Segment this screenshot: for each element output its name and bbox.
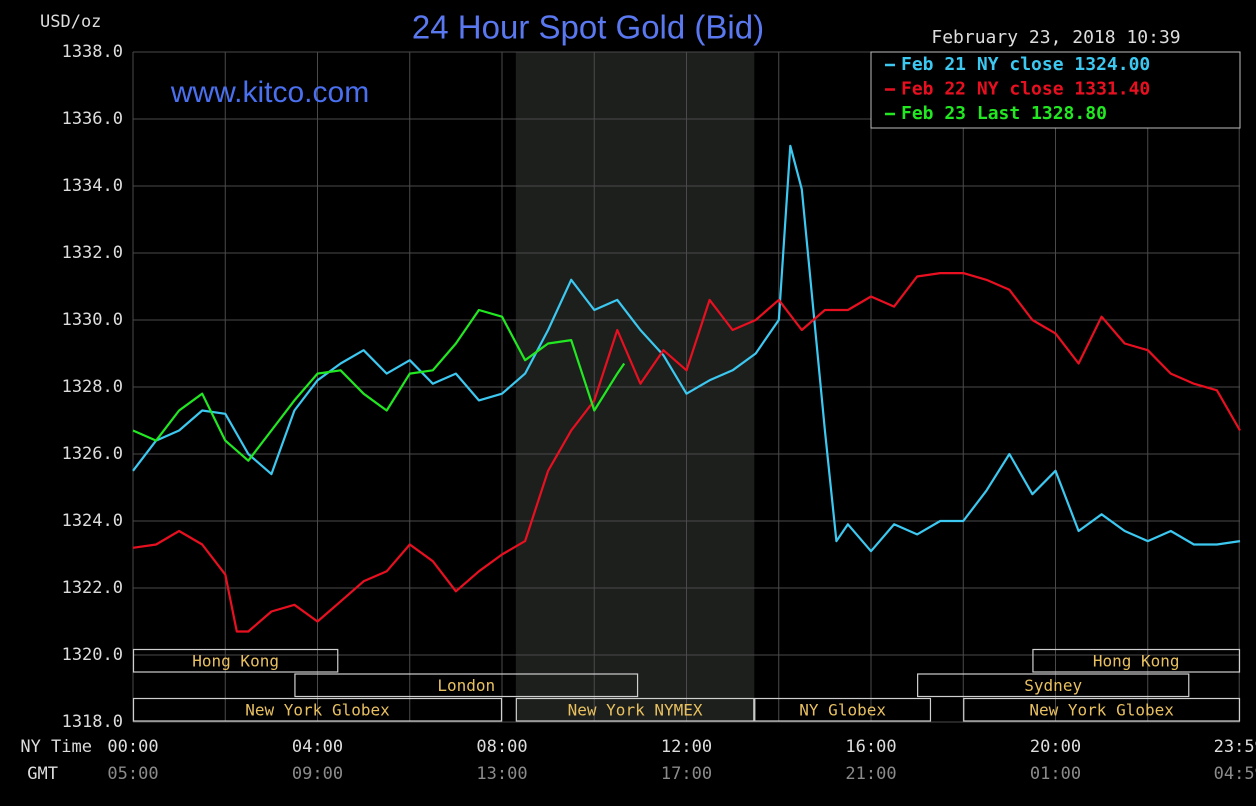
session-box: [963, 697, 1241, 722]
legend: Feb 21 NY close 1324.00 Feb 22 NY close 1…: [870, 51, 1241, 129]
y-tick-label: 1324.0: [62, 511, 123, 531]
y-tick-label: 1320.0: [62, 645, 123, 665]
grid-layer: [132, 51, 1240, 723]
session-label: New York Globex: [245, 700, 390, 719]
series-line: [132, 144, 1241, 553]
session-box: [917, 673, 1190, 698]
y-tick-label: 1332.0: [62, 243, 123, 263]
x2-axis-label: GMT: [27, 764, 58, 784]
session-box: [1032, 648, 1241, 673]
legend-label: Feb 22 NY close 1331.40: [901, 79, 1150, 100]
session-box: [132, 697, 503, 722]
y-tick-label: 1326.0: [62, 444, 123, 464]
session-box: [132, 648, 339, 673]
x2-tick-label: 01:00: [1030, 764, 1081, 784]
session-label: London: [437, 676, 495, 695]
session-label: Hong Kong: [192, 651, 279, 670]
x2-tick-label: 09:00: [292, 764, 343, 784]
legend-box: [870, 51, 1241, 129]
session-layer: Hong Kong Hong Kong London Sydney New York G…: [132, 648, 1241, 722]
chart-title: 24 Hour Spot Gold (Bid): [412, 9, 764, 46]
x2-tick-label: 13:00: [476, 764, 527, 784]
x-tick-label: 23:59: [1214, 737, 1256, 757]
y-tick-label: 1330.0: [62, 310, 123, 330]
x2-tick-label: 17:00: [661, 764, 712, 784]
session-label: NY Globex: [799, 700, 886, 719]
session-box: [294, 673, 639, 698]
legend-label: Feb 23 Last 1328.80: [901, 103, 1107, 124]
x2-tick-label: 05:00: [107, 764, 158, 784]
x-tick-label: 16:00: [845, 737, 896, 757]
session-label: Sydney: [1024, 676, 1082, 695]
x2-tick-label: 04:59: [1214, 764, 1256, 784]
legend-label: Feb 21 NY close 1324.00: [901, 54, 1150, 75]
session-label: New York Globex: [1029, 700, 1174, 719]
x-tick-label: 04:00: [292, 737, 343, 757]
x-tick-label: 20:00: [1030, 737, 1081, 757]
x-tick-label: 08:00: [476, 737, 527, 757]
y-tick-label: 1328.0: [62, 377, 123, 397]
session-label: New York NYMEX: [568, 700, 703, 719]
y-tick-label: 1336.0: [62, 109, 123, 129]
x-axis-label: NY Time: [20, 737, 92, 757]
y-tick-label: 1338.0: [62, 42, 123, 62]
session-box: [754, 697, 932, 722]
line-layer: [132, 144, 1241, 633]
session-label: Hong Kong: [1093, 651, 1180, 670]
x-tick-label: 00:00: [107, 737, 158, 757]
y-tick-label: 1334.0: [62, 176, 123, 196]
watermark: www.kitco.com: [170, 76, 369, 109]
x2-tick-label: 21:00: [845, 764, 896, 784]
y-tick-label: 1318.0: [62, 712, 123, 732]
series-line: [132, 308, 626, 462]
x-tick-label: 12:00: [661, 737, 712, 757]
y-tick-label: 1322.0: [62, 578, 123, 598]
series-line: [132, 272, 1241, 633]
session-box: [515, 697, 755, 722]
y-axis-label: USD/oz: [40, 12, 101, 32]
chart-subtitle: February 23, 2018 10:39: [931, 27, 1180, 48]
